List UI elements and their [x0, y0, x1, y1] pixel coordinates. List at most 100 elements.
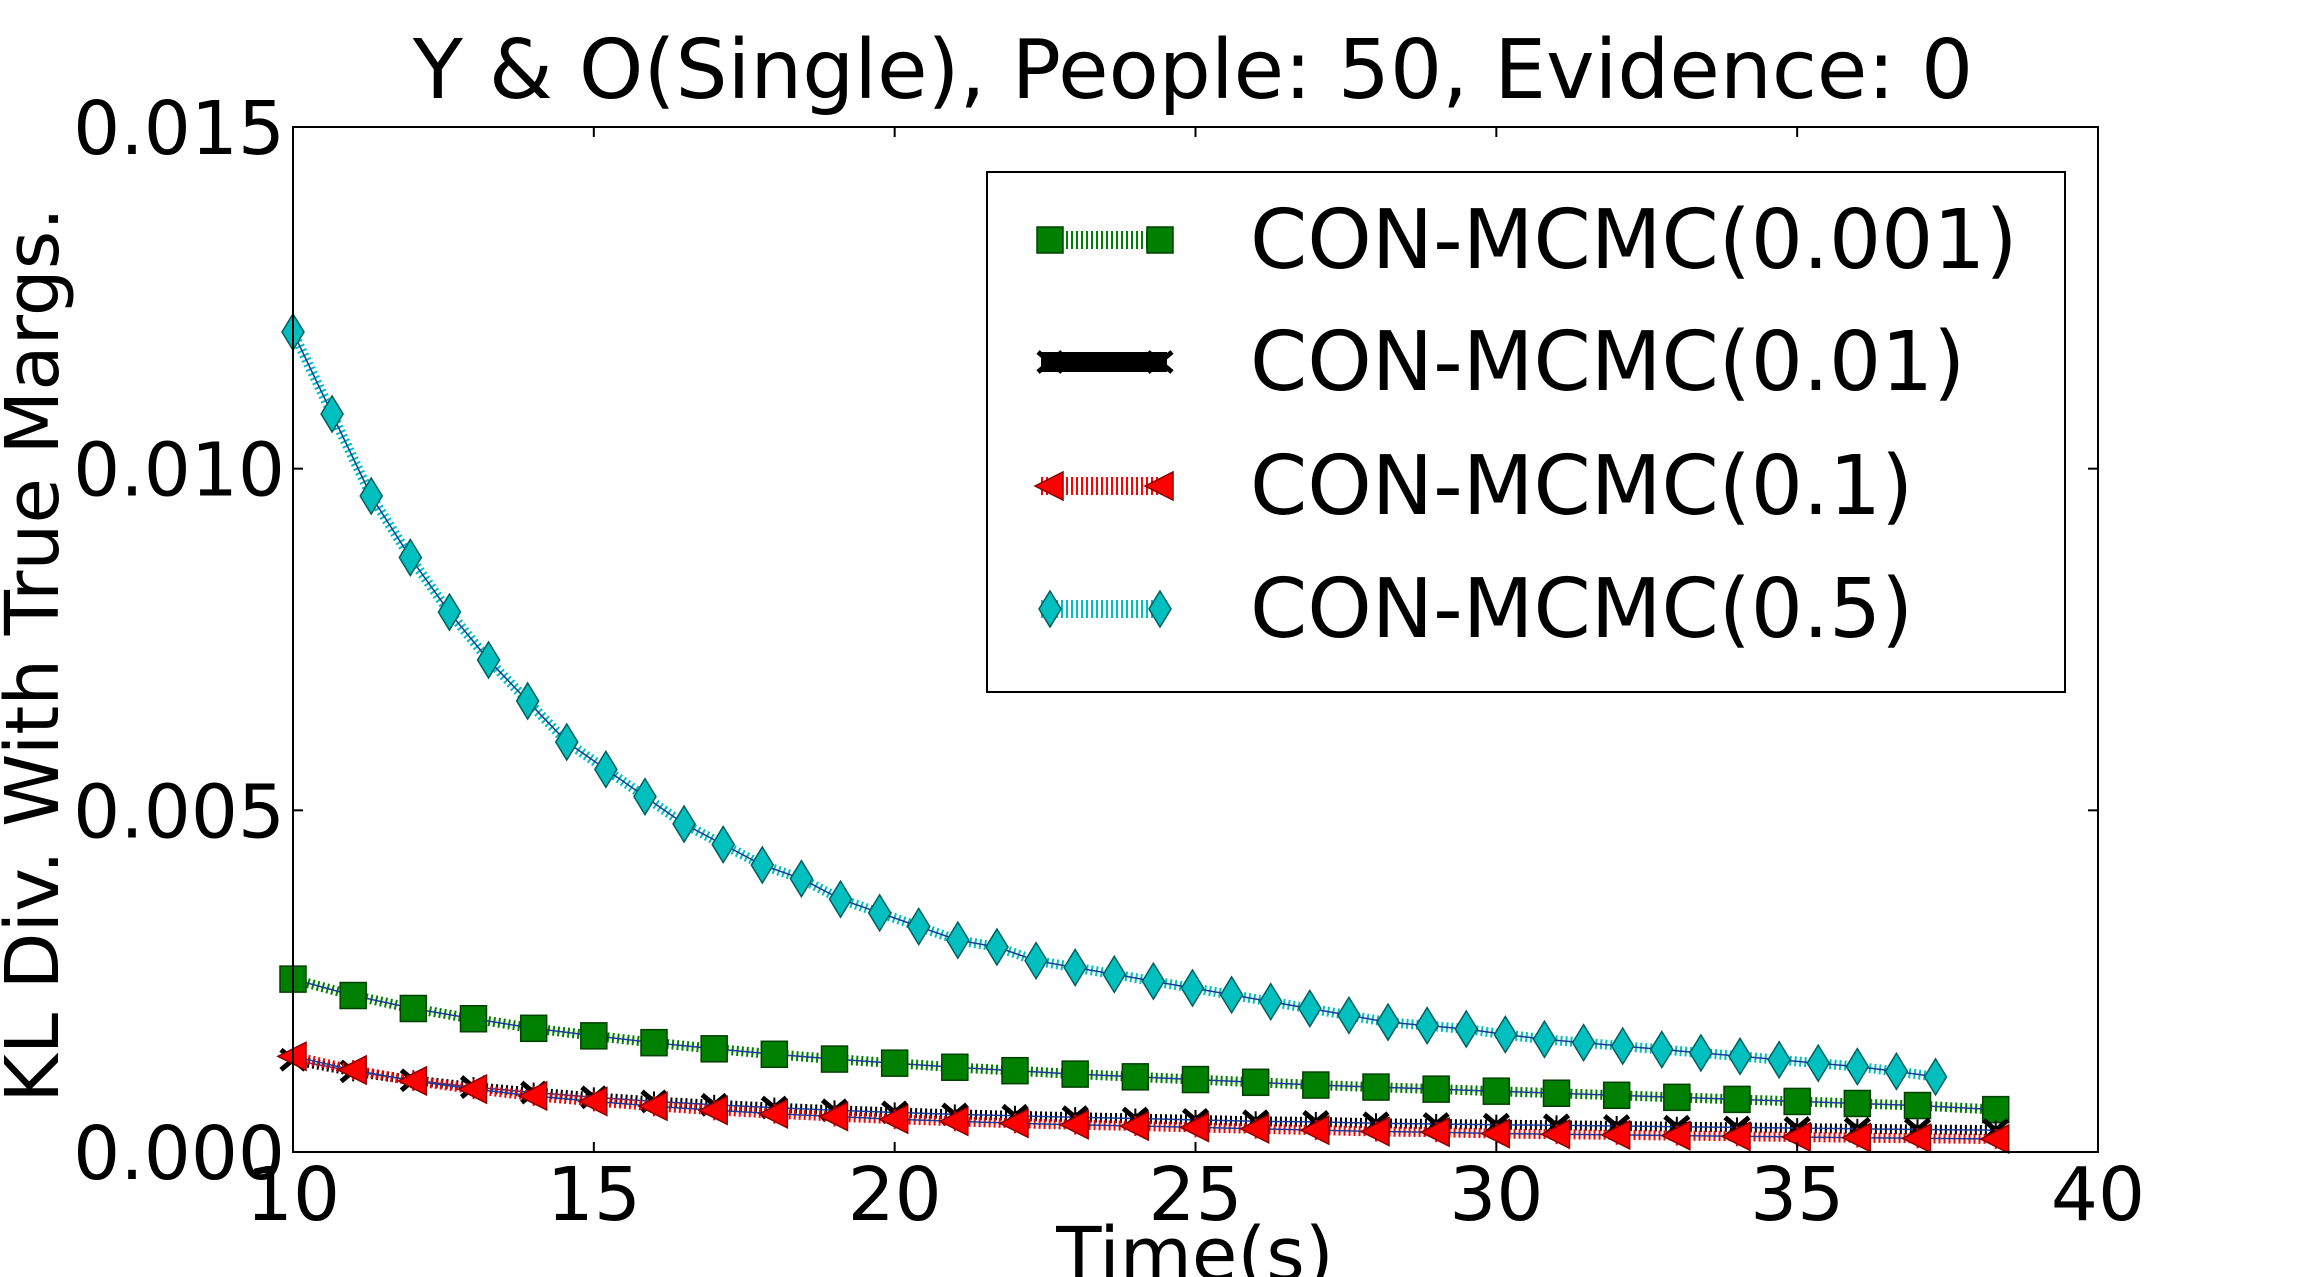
data-point: [640, 1028, 668, 1057]
data-point: [985, 927, 1009, 967]
data-point: [1102, 954, 1127, 994]
data-point: [1840, 1122, 1872, 1153]
data-point: [359, 476, 384, 516]
data-point: [1058, 1109, 1089, 1140]
data-point: [1121, 1063, 1150, 1091]
y-tick-label: 0.005: [73, 769, 285, 855]
x-tick-label: 40: [2051, 1152, 2145, 1238]
data-point: [750, 845, 775, 885]
legend-marker: [1143, 470, 1174, 502]
data-point: [1337, 995, 1361, 1035]
data-point: [760, 1040, 789, 1069]
y-axis-label: KL Div. With True Margs.: [0, 207, 76, 1103]
data-point: [1141, 961, 1166, 1001]
data-point: [1241, 1068, 1270, 1097]
data-point: [516, 1080, 548, 1112]
data-point: [941, 1053, 969, 1082]
series-0: [279, 965, 2010, 1124]
data-point: [339, 981, 367, 1010]
data-point: [711, 825, 736, 864]
x-tick-label: 20: [848, 1152, 942, 1238]
data-point: [880, 1049, 909, 1077]
data-point: [1542, 1079, 1571, 1107]
data-point: [637, 1091, 668, 1122]
data-point: [1180, 968, 1205, 1008]
data-point: [1178, 1112, 1210, 1143]
data-point: [633, 777, 657, 817]
data-point: [1783, 1087, 1811, 1116]
data-point: [1532, 1019, 1557, 1059]
data-point: [1923, 1057, 1948, 1097]
legend-swatch-0: [1036, 226, 1174, 254]
data-point: [1649, 1030, 1674, 1069]
x-tick-label: 35: [1750, 1152, 1844, 1238]
series-3: [281, 312, 1948, 1097]
data-point: [456, 1073, 488, 1105]
data-point: [593, 749, 618, 789]
data-point: [1299, 1114, 1330, 1146]
legend-marker: [1146, 350, 1174, 374]
data-point: [396, 1065, 428, 1097]
data-point: [1482, 1077, 1511, 1105]
data-point: [580, 1022, 608, 1050]
data-point: [554, 722, 579, 762]
data-point: [1024, 941, 1048, 981]
data-point: [1689, 1033, 1713, 1073]
data-point: [1118, 1110, 1150, 1142]
data-point: [1258, 982, 1283, 1022]
legend-marker: [1033, 470, 1064, 502]
x-axis-label: Time(s): [1055, 1212, 1333, 1277]
x-tick-label: 25: [1148, 1152, 1242, 1238]
data-point: [1063, 948, 1088, 987]
data-point: [1602, 1081, 1631, 1110]
legend-swatch-3: [1038, 589, 1172, 629]
data-point: [1806, 1043, 1831, 1083]
data-point: [1723, 1085, 1751, 1114]
data-point: [1419, 1116, 1450, 1148]
y-tick-label: 0.000: [73, 1111, 285, 1197]
data-point: [1454, 1009, 1479, 1049]
data-point: [1843, 1089, 1872, 1118]
data-point: [1981, 1095, 2010, 1124]
series-2: [276, 1041, 2010, 1155]
data-point: [1599, 1119, 1631, 1151]
data-point: [1422, 1075, 1450, 1103]
data-point: [1845, 1047, 1870, 1087]
y-tick-label: 0.010: [73, 428, 285, 514]
data-point: [1302, 1071, 1330, 1099]
legend-label-2: CON-MCMC(0.1): [1250, 439, 1913, 534]
data-point: [336, 1054, 367, 1086]
data-point: [399, 994, 428, 1023]
data-point: [476, 640, 501, 680]
data-point: [820, 1045, 849, 1073]
data-point: [1900, 1123, 1932, 1154]
data-point: [672, 804, 696, 844]
data-point: [817, 1101, 849, 1132]
legend-marker: [1036, 226, 1064, 254]
data-point: [320, 394, 344, 434]
axis-ticks: 10 15 20 25 30 35 40 0.000 0.005 0.010 0.015: [73, 86, 2145, 1238]
legend-label-1: CON-MCMC(0.01): [1250, 315, 1965, 410]
data-point: [1539, 1119, 1571, 1150]
data-point: [998, 1108, 1029, 1139]
data-point: [1610, 1026, 1635, 1066]
data-point: [1884, 1051, 1909, 1091]
data-point: [1181, 1065, 1210, 1094]
data-point: [757, 1098, 789, 1129]
data-point: [828, 879, 853, 919]
chart-title: Y & O(Single), People: 50, Evidence: 0: [412, 23, 1973, 118]
y-tick-label: 0.015: [73, 86, 285, 172]
data-point: [1903, 1091, 1932, 1120]
legend-marker: [1148, 589, 1172, 629]
data-point: [877, 1103, 909, 1135]
data-point: [1728, 1036, 1752, 1076]
data-point: [945, 920, 970, 960]
legend-label-3: CON-MCMC(0.5): [1250, 562, 1913, 657]
data-point: [1479, 1118, 1511, 1149]
data-point: [1415, 1006, 1440, 1046]
data-point: [1663, 1083, 1691, 1112]
data-point: [1376, 1002, 1400, 1042]
legend: CON-MCMC(0.001) CON-MCMC(0.01) CON-MCMC(…: [986, 171, 2066, 693]
data-point: [789, 859, 814, 899]
